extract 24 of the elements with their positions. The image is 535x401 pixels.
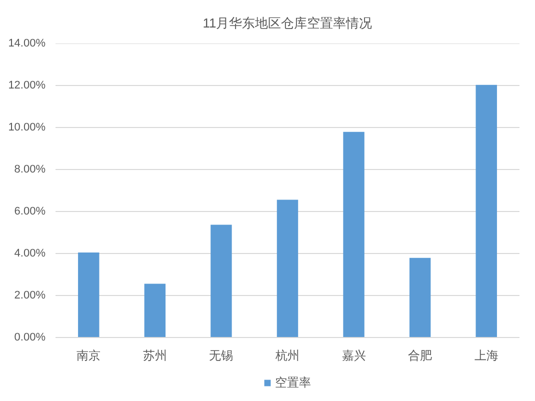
x-tick-label: 杭州 bbox=[274, 348, 300, 362]
y-tick-label: 14.00% bbox=[8, 38, 46, 50]
x-tick-label: 无锡 bbox=[209, 348, 234, 362]
y-tick-label: 6.00% bbox=[14, 206, 46, 218]
x-tick-label: 嘉兴 bbox=[342, 348, 366, 362]
x-tick-label: 上海 bbox=[474, 348, 498, 362]
legend-label: 空置率 bbox=[275, 374, 311, 391]
bar bbox=[276, 200, 298, 338]
y-tick-label: 4.00% bbox=[14, 248, 46, 260]
chart-title: 11月华东地区仓库空置率情况 bbox=[202, 16, 372, 30]
bar bbox=[476, 84, 497, 338]
bar bbox=[144, 284, 166, 338]
bar bbox=[409, 258, 431, 338]
x-tick-label: 苏州 bbox=[142, 348, 167, 362]
y-tick-label: 8.00% bbox=[14, 164, 46, 176]
y-tick-label: 2.00% bbox=[14, 290, 46, 302]
y-tick-label: 12.00% bbox=[8, 80, 46, 92]
y-tick-label: 0.00% bbox=[14, 332, 46, 344]
x-tick-label: 南京 bbox=[76, 348, 101, 362]
y-tick-label: 10.00% bbox=[8, 122, 46, 134]
bar bbox=[78, 252, 100, 338]
bar bbox=[343, 132, 364, 338]
x-tick-label: 合肥 bbox=[408, 348, 432, 362]
bar bbox=[210, 224, 232, 338]
